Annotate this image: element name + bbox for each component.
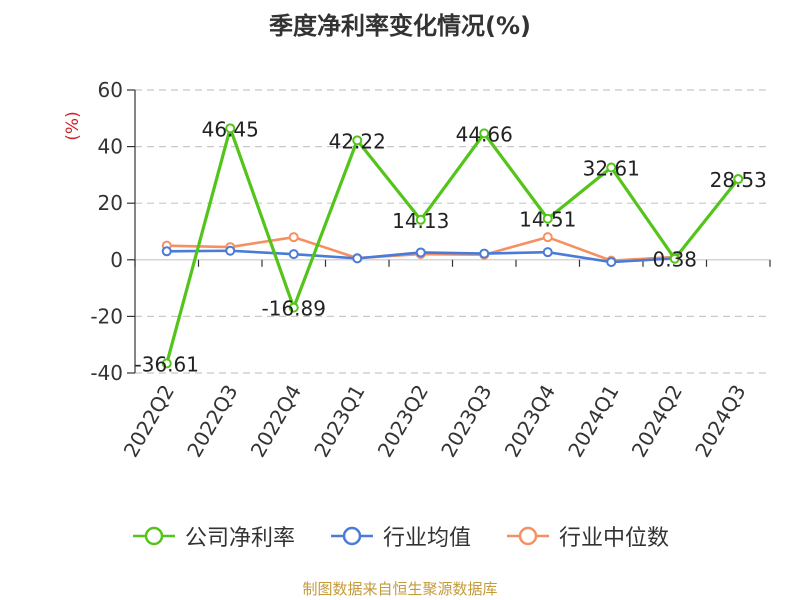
legend-item-industry-mean[interactable]: 行业均值 <box>329 520 471 552</box>
legend-item-company[interactable]: 公司净利率 <box>131 520 295 552</box>
data-point <box>669 253 680 264</box>
series-line-0 <box>165 126 740 364</box>
data-point <box>415 214 426 225</box>
data-point <box>479 248 490 259</box>
y-tick-label: 40 <box>98 135 123 159</box>
legend-label-industry-mean: 行业均值 <box>382 526 471 551</box>
data-point <box>161 246 172 257</box>
data-point <box>288 232 299 243</box>
data-point <box>288 249 299 260</box>
y-tick-label: -40 <box>90 361 123 385</box>
data-point <box>225 123 236 134</box>
chart-legend: 公司净利率 行业均值 行业中位数 <box>0 520 800 552</box>
data-label: 28.53 <box>710 168 767 192</box>
x-tick-label: 2023Q3 <box>436 381 496 462</box>
data-point <box>542 247 553 258</box>
legend-line-marker-icon <box>507 526 549 546</box>
data-point <box>542 232 553 243</box>
y-axis-label: (%) <box>63 111 83 140</box>
data-point <box>542 213 553 224</box>
data-label: 44.66 <box>456 122 513 146</box>
x-tick-label: 2024Q3 <box>690 381 750 462</box>
data-point <box>225 245 236 256</box>
legend-item-industry-median[interactable]: 行业中位数 <box>505 520 669 552</box>
x-tick-label: 2022Q4 <box>246 381 306 462</box>
data-point <box>606 162 617 173</box>
data-label: 14.13 <box>392 209 449 233</box>
data-label: 46.45 <box>202 117 259 141</box>
legend-line-marker-icon <box>132 526 175 546</box>
y-tick-label: 0 <box>110 248 123 272</box>
y-tick-label: 20 <box>98 191 123 215</box>
data-point <box>352 135 363 146</box>
data-point <box>288 302 299 313</box>
y-tick-label: 60 <box>98 78 123 102</box>
x-tick-label: 2024Q1 <box>563 381 623 462</box>
x-tick-label: 2022Q3 <box>182 381 242 462</box>
data-label: 32.61 <box>583 157 640 181</box>
data-source-note: 制图数据来自恒生聚源数据库 <box>302 580 498 598</box>
data-point <box>415 247 426 258</box>
data-point <box>161 358 172 369</box>
data-point <box>352 253 363 264</box>
x-tick-label: 2023Q4 <box>500 381 560 462</box>
legend-label-industry-median: 行业中位数 <box>559 526 670 551</box>
legend-line-marker-icon <box>330 526 373 546</box>
x-tick-label: 2024Q2 <box>627 381 687 462</box>
data-point <box>733 174 744 185</box>
data-label: -16.89 <box>262 297 326 321</box>
data-label: 42.22 <box>329 129 386 153</box>
y-tick-label: -20 <box>90 304 123 328</box>
legend-label-company: 公司净利率 <box>184 526 295 551</box>
x-tick-label: 2023Q1 <box>309 381 369 462</box>
data-point <box>606 257 617 268</box>
data-label: 14.51 <box>519 208 576 232</box>
data-point <box>479 128 490 139</box>
data-label: -36.61 <box>135 352 199 376</box>
x-tick-label: 2022Q2 <box>119 381 179 462</box>
data-label: 0.38 <box>652 248 697 272</box>
x-tick-label: 2023Q2 <box>373 381 433 462</box>
chart-title: 季度净利率变化情况(%) <box>269 12 531 40</box>
